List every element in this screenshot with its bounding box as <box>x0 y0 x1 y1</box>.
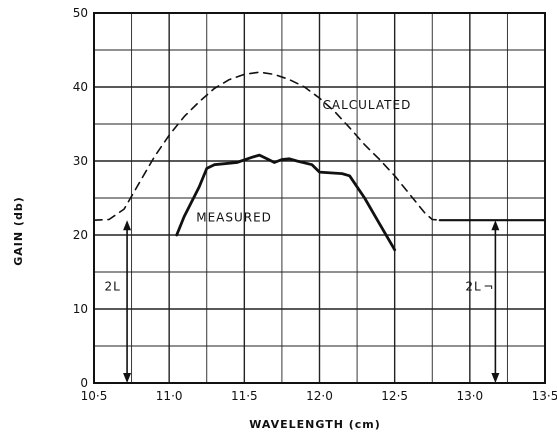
grid <box>93 12 546 384</box>
x-axis-label: WAVELENGTH (cm) <box>249 418 381 431</box>
x-tick-label: 11·5 <box>231 389 258 403</box>
x-tick-label: 10·5 <box>81 389 108 403</box>
series-line <box>175 153 397 252</box>
x-tick-label: 11·0 <box>156 389 183 403</box>
x-tick-label: 12·5 <box>381 389 408 403</box>
tick-labels: 10·5 11·0 11·5 12·0 12·5 13·0 13·5 0 10 20 30 40 50 <box>73 6 557 403</box>
chart-annotation: 2L <box>465 280 481 294</box>
series-group <box>93 71 547 252</box>
y-tick-label: 40 <box>73 80 88 94</box>
chart-annotation: ¬ <box>483 280 494 294</box>
x-tick-label: 13·5 <box>532 389 557 403</box>
chart-annotation: MEASURED <box>196 211 272 225</box>
dimension-arrow-head <box>491 220 500 231</box>
y-tick-label: 50 <box>73 6 88 20</box>
y-tick-label: 30 <box>73 154 88 168</box>
y-tick-label: 10 <box>73 302 88 316</box>
arrows-group <box>123 220 500 383</box>
series-line <box>93 71 441 221</box>
y-axis-label: GAIN (db) <box>12 196 25 265</box>
dimension-arrow-head <box>123 220 132 231</box>
plot-frame <box>93 12 546 384</box>
y-tick-label: 0 <box>80 376 88 390</box>
y-tick-label: 20 <box>73 228 88 242</box>
dimension-arrow-head <box>491 373 500 383</box>
chart-annotation: CALCULATED <box>323 98 412 112</box>
chart-annotation: 2L <box>105 280 121 294</box>
dimension-arrow-head <box>123 373 132 383</box>
x-tick-label: 12·0 <box>306 389 333 403</box>
x-tick-label: 13·0 <box>456 389 483 403</box>
